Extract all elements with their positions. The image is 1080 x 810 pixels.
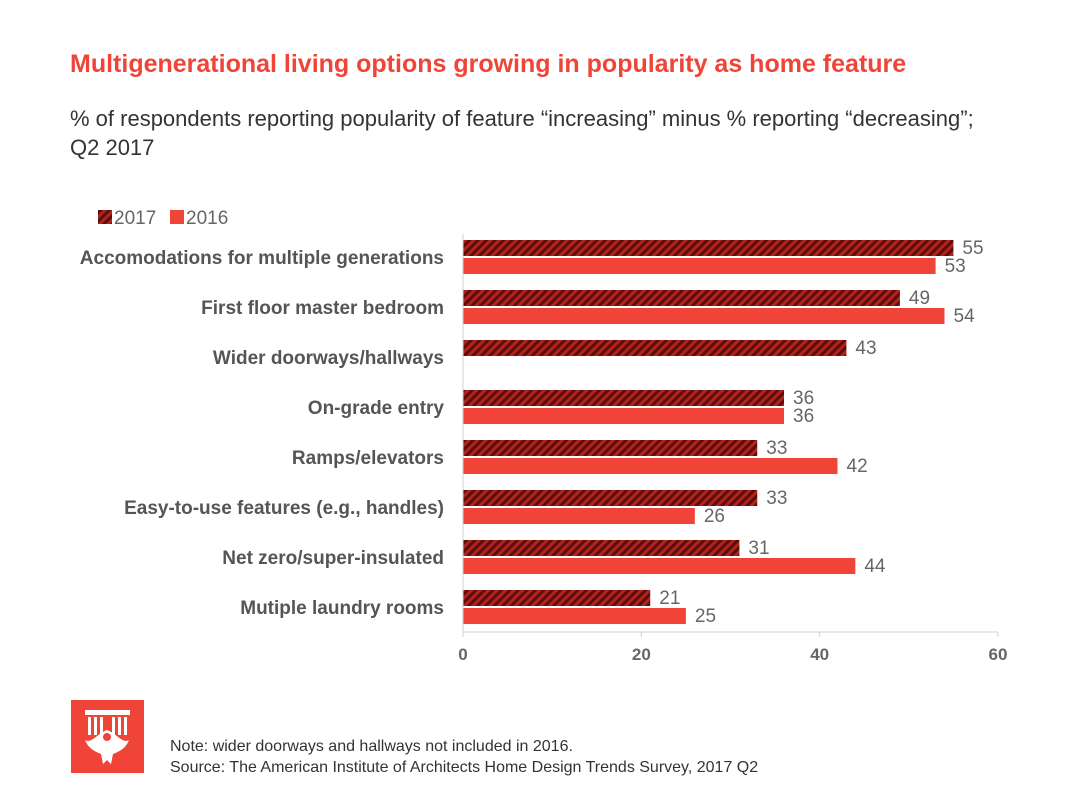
data-label-2017: 33 <box>766 488 787 509</box>
category-label: On-grade entry <box>308 398 445 419</box>
category-label: Accomodations for multiple generations <box>80 248 444 269</box>
data-label-2016: 44 <box>864 556 886 577</box>
data-label-2017: 55 <box>962 238 983 259</box>
data-label-2017: 33 <box>766 438 787 459</box>
data-label-2016: 26 <box>704 506 725 527</box>
legend: 2017 2016 <box>98 208 228 229</box>
category-label: Wider doorways/hallways <box>213 348 444 369</box>
category-label: Net zero/super-insulated <box>222 548 444 569</box>
bar-2017 <box>463 240 954 256</box>
bar-2017 <box>463 440 758 456</box>
chart-subtitle: % of respondents reporting popularity of… <box>70 106 974 160</box>
bar-2016 <box>463 508 695 524</box>
x-tick-label: 40 <box>810 645 829 664</box>
bar-2016 <box>463 308 945 324</box>
bar-2017 <box>463 490 758 506</box>
footnote: Note: wider doorways and hallways not in… <box>170 736 758 778</box>
data-label-2016: 54 <box>954 306 976 327</box>
bar-2017 <box>463 290 900 306</box>
legend-label-2017: 2017 <box>114 208 156 229</box>
data-label-2016: 25 <box>695 606 716 627</box>
chart-title: Multigenerational living options growing… <box>70 50 907 78</box>
x-tick-label: 0 <box>458 645 467 664</box>
bar-2017 <box>463 540 740 556</box>
bar-2017 <box>463 340 847 356</box>
category-label: Easy-to-use features (e.g., handles) <box>124 498 444 519</box>
data-label-2016: 53 <box>945 256 966 277</box>
x-tick-label: 60 <box>989 645 1008 664</box>
data-label-2017: 43 <box>855 338 876 359</box>
note-text: Note: wider doorways and hallways not in… <box>170 738 573 755</box>
category-label: Ramps/elevators <box>292 448 444 469</box>
data-label-2016: 42 <box>847 456 868 477</box>
legend-swatch-2017 <box>98 210 112 224</box>
source-text: Source: The American Institute of Archit… <box>170 759 759 776</box>
x-tick-label: 20 <box>632 645 651 664</box>
bar-2016 <box>463 608 686 624</box>
data-label-2017: 49 <box>909 288 930 309</box>
bar-chart: 2017 2016 Accomodations for multiple gen… <box>80 208 1008 664</box>
eagle-icon <box>85 710 130 764</box>
plot-area: Accomodations for multiple generations 55… <box>80 234 1008 664</box>
data-label-2016: 36 <box>793 406 814 427</box>
aia-logo <box>71 700 144 773</box>
bar-2017 <box>463 590 651 606</box>
category-label: First floor master bedroom <box>201 298 444 319</box>
bar-2016 <box>463 258 936 274</box>
data-label-2017: 36 <box>793 388 814 409</box>
bar-2016 <box>463 408 784 424</box>
bar-2016 <box>463 558 856 574</box>
legend-swatch-2016 <box>170 210 184 224</box>
bar-2017 <box>463 390 784 406</box>
legend-label-2016: 2016 <box>186 208 228 229</box>
data-label-2017: 31 <box>748 538 769 559</box>
category-label: Mutiple laundry rooms <box>240 598 444 619</box>
data-label-2017: 21 <box>659 588 680 609</box>
bar-2016 <box>463 458 838 474</box>
